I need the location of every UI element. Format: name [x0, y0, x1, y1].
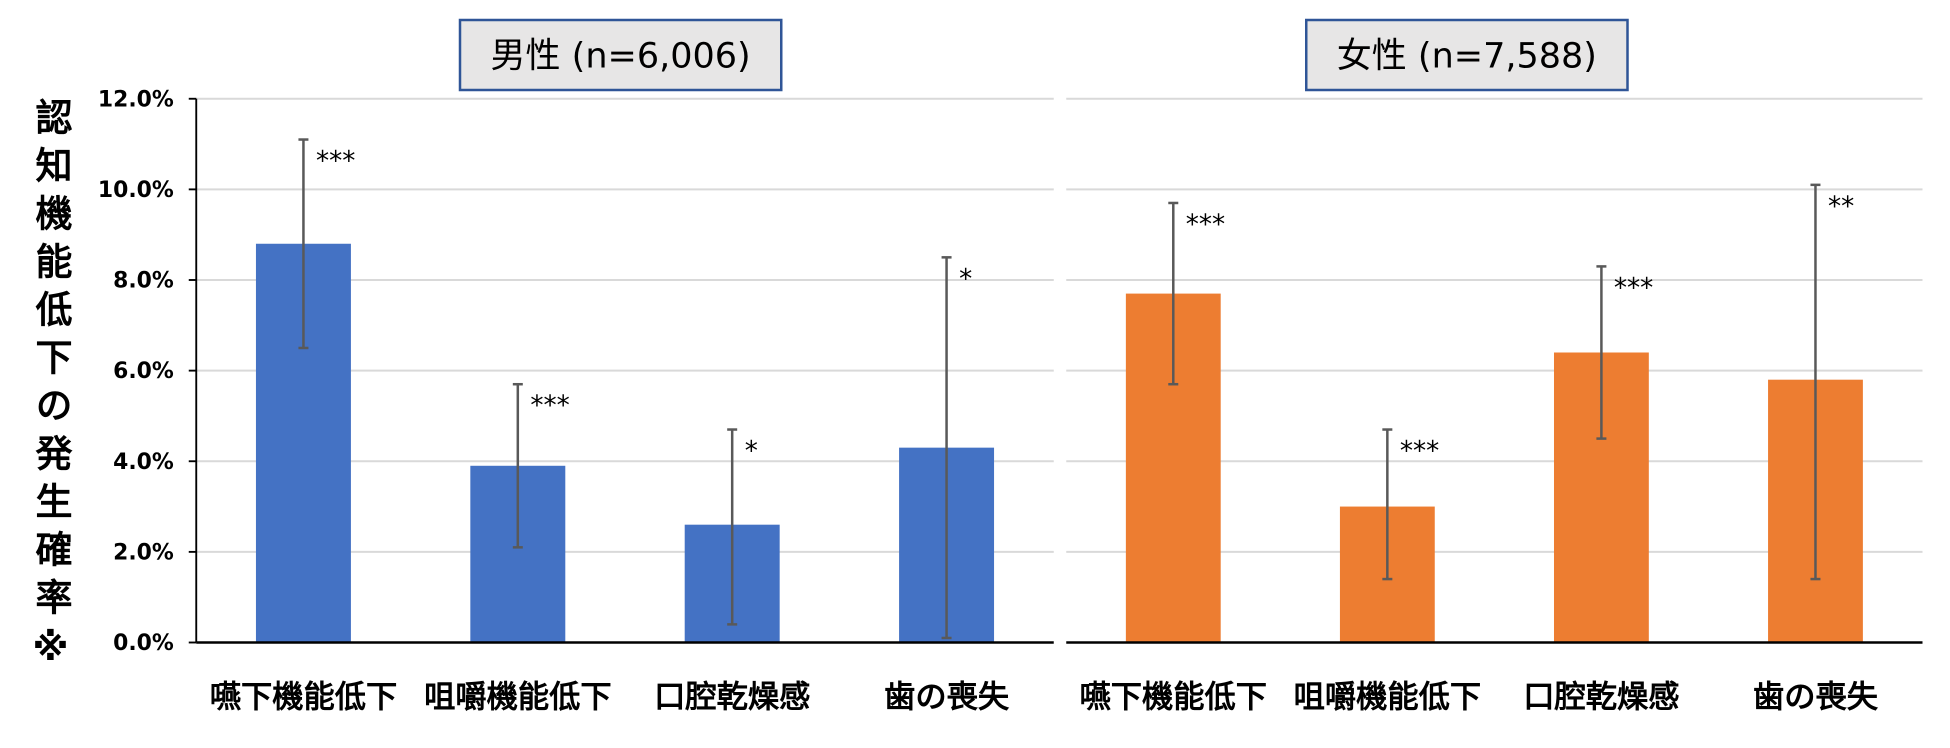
error-bar-male-1	[298, 138, 309, 350]
error-bar-female-2	[1382, 428, 1393, 581]
y-tick-label-0: 0.0%	[113, 631, 174, 656]
y-tick-label-3: 6.0%	[113, 359, 174, 384]
error-bar-male-2	[512, 382, 523, 549]
error-bar-female-4	[1810, 183, 1821, 581]
error-bar-female-1	[1168, 201, 1179, 386]
panel-female: 女性 (n=7,588) *** 嚥下機能低下 *** 咀嚼機能低下 *** 口腔乾燥感 **…	[1066, 18, 1923, 716]
y-tick-label-6: 12.0%	[98, 87, 174, 112]
category-label-female-1: 嚥下機能低下	[1080, 680, 1268, 716]
category-label-female-2: 咀嚼機能低下	[1294, 680, 1482, 716]
category-label-male-4: 歯の喪失	[884, 680, 1010, 716]
significance-mark-female-4: **	[1828, 192, 1854, 222]
significance-mark-male-3: *	[745, 437, 758, 467]
y-tick-label-5: 10.0%	[98, 178, 174, 203]
significance-mark-male-4: *	[959, 264, 972, 294]
title-box-frame	[1304, 18, 1629, 92]
category-label-female-4: 歯の喪失	[1753, 680, 1879, 716]
error-bar-female-3	[1596, 265, 1607, 440]
y-axis-label: 認知機能低下の発生確率※	[29, 98, 72, 680]
category-label-male-1: 嚥下機能低下	[210, 680, 398, 716]
category-label-male-2: 咀嚼機能低下	[424, 680, 611, 716]
category-label-male-3: 口腔乾燥感	[654, 680, 810, 716]
title-box-female: 女性 (n=7,588)	[1304, 18, 1629, 92]
error-bar-male-4	[941, 256, 952, 640]
significance-mark-male-2: ***	[530, 391, 569, 421]
significance-mark-female-3: ***	[1614, 273, 1653, 303]
panel-male: 男性 (n=6,006) *** 嚥下機能低下 *** 咀嚼機能低下 * 口腔乾燥感 * 歯の喪…	[196, 18, 1054, 716]
y-axis: 0.0% 2.0% 4.0% 6.0% 8.0% 10.0% 12.0%	[98, 87, 198, 656]
significance-mark-female-1: ***	[1186, 210, 1225, 240]
title-box-male: 男性 (n=6,006)	[458, 18, 783, 92]
significance-mark-male-1: ***	[316, 147, 355, 177]
y-tick-label-1: 2.0%	[113, 540, 174, 565]
error-bar-male-3	[727, 428, 738, 626]
y-tick-label-2: 4.0%	[113, 450, 174, 475]
category-label-female-3: 口腔乾燥感	[1523, 680, 1679, 716]
chart-title-female: 女性 (n=7,588)	[1337, 37, 1597, 77]
y-tick-label-4: 8.0%	[113, 269, 174, 294]
title-box-frame	[458, 18, 783, 92]
significance-mark-female-2: ***	[1400, 437, 1439, 467]
chart-title-male: 男性 (n=6,006)	[491, 37, 751, 77]
